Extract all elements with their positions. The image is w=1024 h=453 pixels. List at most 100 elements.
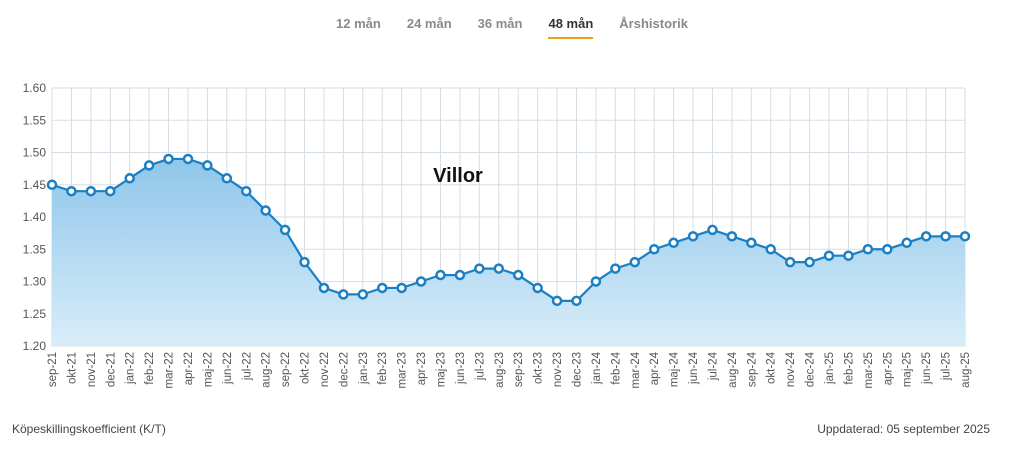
data-point[interactable] (512, 269, 524, 281)
x-tick-label: aug-24 (727, 351, 739, 387)
x-axis: sep-21 okt-21 nov-21 dec-21 jan-22 feb-22 mar-… (47, 351, 972, 388)
x-tick-label: jun-25 (921, 352, 933, 385)
data-point[interactable] (862, 244, 874, 255)
tab-year-history[interactable]: Årshistorik (619, 16, 688, 31)
data-point[interactable] (920, 231, 932, 242)
chart-title: Villor (433, 165, 483, 187)
data-point[interactable] (765, 244, 776, 255)
data-point[interactable] (357, 289, 369, 300)
data-point[interactable] (474, 263, 485, 274)
data-point[interactable] (454, 269, 466, 281)
x-tick-label: aug-23 (494, 352, 506, 388)
data-point[interactable] (629, 256, 641, 268)
series-points (46, 153, 971, 307)
data-point[interactable] (396, 282, 407, 294)
x-tick-label: mar-22 (164, 352, 176, 388)
data-point[interactable] (687, 231, 699, 242)
data-point[interactable] (415, 276, 427, 287)
tab-24-months[interactable]: 24 mån (406, 16, 452, 31)
data-point[interactable] (610, 263, 621, 274)
data-point[interactable] (532, 282, 543, 294)
x-tick-label: okt-21 (66, 352, 78, 384)
data-point[interactable] (46, 179, 58, 190)
data-point[interactable] (124, 173, 135, 184)
tab-36-months[interactable]: 36 mån (477, 16, 523, 31)
x-tick-label: feb-22 (144, 352, 156, 385)
data-point[interactable] (299, 256, 310, 268)
x-tick-label: jun-24 (688, 351, 700, 385)
data-point[interactable] (784, 256, 796, 268)
y-tick-label: 1.55 (23, 113, 47, 127)
x-tick-label: jan-25 (824, 352, 836, 385)
x-tick-label: apr-23 (416, 352, 428, 385)
x-tick-label: okt-24 (766, 351, 778, 384)
y-tick-label: 1.50 (23, 146, 47, 160)
tab-48-months[interactable]: 48 mån (548, 14, 594, 39)
y-axis: 1.60 1.55 1.50 1.45 1.40 1.35 1.30 1.25 1.20 (23, 81, 47, 353)
x-tick-label: maj-25 (902, 352, 914, 387)
x-tick-label: nov-24 (785, 351, 797, 387)
x-tick-label: jan-23 (358, 352, 370, 385)
data-point[interactable] (726, 231, 738, 242)
y-tick-label: 1.60 (23, 81, 47, 95)
data-point[interactable] (260, 205, 271, 216)
data-point[interactable] (163, 153, 174, 165)
data-point[interactable] (241, 185, 252, 197)
data-point[interactable] (338, 289, 349, 300)
x-tick-label: nov-22 (319, 352, 331, 387)
data-point[interactable] (105, 185, 116, 197)
data-point[interactable] (435, 269, 446, 281)
data-point[interactable] (668, 237, 679, 249)
x-tick-label: maj-23 (436, 352, 448, 387)
x-tick-label: mar-24 (630, 351, 642, 388)
y-tick-label: 1.45 (23, 178, 47, 192)
data-point[interactable] (746, 237, 757, 249)
data-point[interactable] (318, 282, 330, 294)
tab-12-months[interactable]: 12 mån (336, 16, 381, 31)
data-point[interactable] (571, 295, 582, 307)
y-tick-label: 1.35 (23, 242, 47, 256)
period-tabs: 12 mån 24 mån 36 mån 48 mån Årshistorik (0, 14, 1024, 39)
x-tick-label: jul-24 (707, 351, 719, 381)
data-point[interactable] (376, 282, 388, 294)
data-point[interactable] (707, 224, 718, 236)
x-tick-label: jul-23 (474, 352, 486, 381)
y-tick-label: 1.30 (23, 275, 47, 289)
x-tick-label: aug-22 (261, 352, 273, 388)
data-point[interactable] (85, 185, 97, 197)
data-point[interactable] (143, 160, 155, 171)
x-tick-label: dec-23 (571, 352, 583, 387)
data-point[interactable] (279, 224, 291, 236)
data-point[interactable] (648, 244, 660, 255)
series-area (52, 158, 965, 346)
x-tick-label: dec-21 (105, 352, 117, 387)
data-point[interactable] (843, 250, 854, 261)
data-point[interactable] (221, 173, 233, 184)
x-tick-label: okt-23 (533, 352, 545, 384)
data-point[interactable] (959, 231, 971, 242)
y-tick-label: 1.25 (23, 307, 47, 321)
data-point[interactable] (882, 244, 893, 255)
data-point[interactable] (804, 256, 815, 268)
x-tick-label: apr-22 (183, 352, 195, 385)
footer-updated-date: Uppdaterad: 05 september 2025 (817, 422, 990, 436)
x-tick-label: apr-25 (882, 352, 894, 385)
x-tick-label: maj-22 (202, 352, 214, 387)
data-point[interactable] (182, 153, 194, 165)
data-point[interactable] (823, 250, 835, 261)
x-tick-label: feb-25 (843, 352, 855, 385)
data-point[interactable] (590, 276, 602, 287)
data-point[interactable] (901, 237, 912, 249)
y-tick-label: 1.40 (23, 210, 47, 224)
x-tick-label: nov-23 (552, 352, 564, 387)
x-tick-label: sep-23 (513, 352, 525, 387)
data-point[interactable] (66, 185, 77, 197)
x-tick-label: jul-25 (941, 352, 953, 381)
x-tick-label: jun-22 (222, 352, 234, 385)
data-point[interactable] (940, 231, 951, 242)
data-point[interactable] (493, 263, 505, 274)
data-point[interactable] (551, 295, 563, 307)
x-tick-label: sep-22 (280, 352, 292, 387)
y-tick-label: 1.20 (23, 339, 47, 353)
data-point[interactable] (202, 160, 213, 171)
